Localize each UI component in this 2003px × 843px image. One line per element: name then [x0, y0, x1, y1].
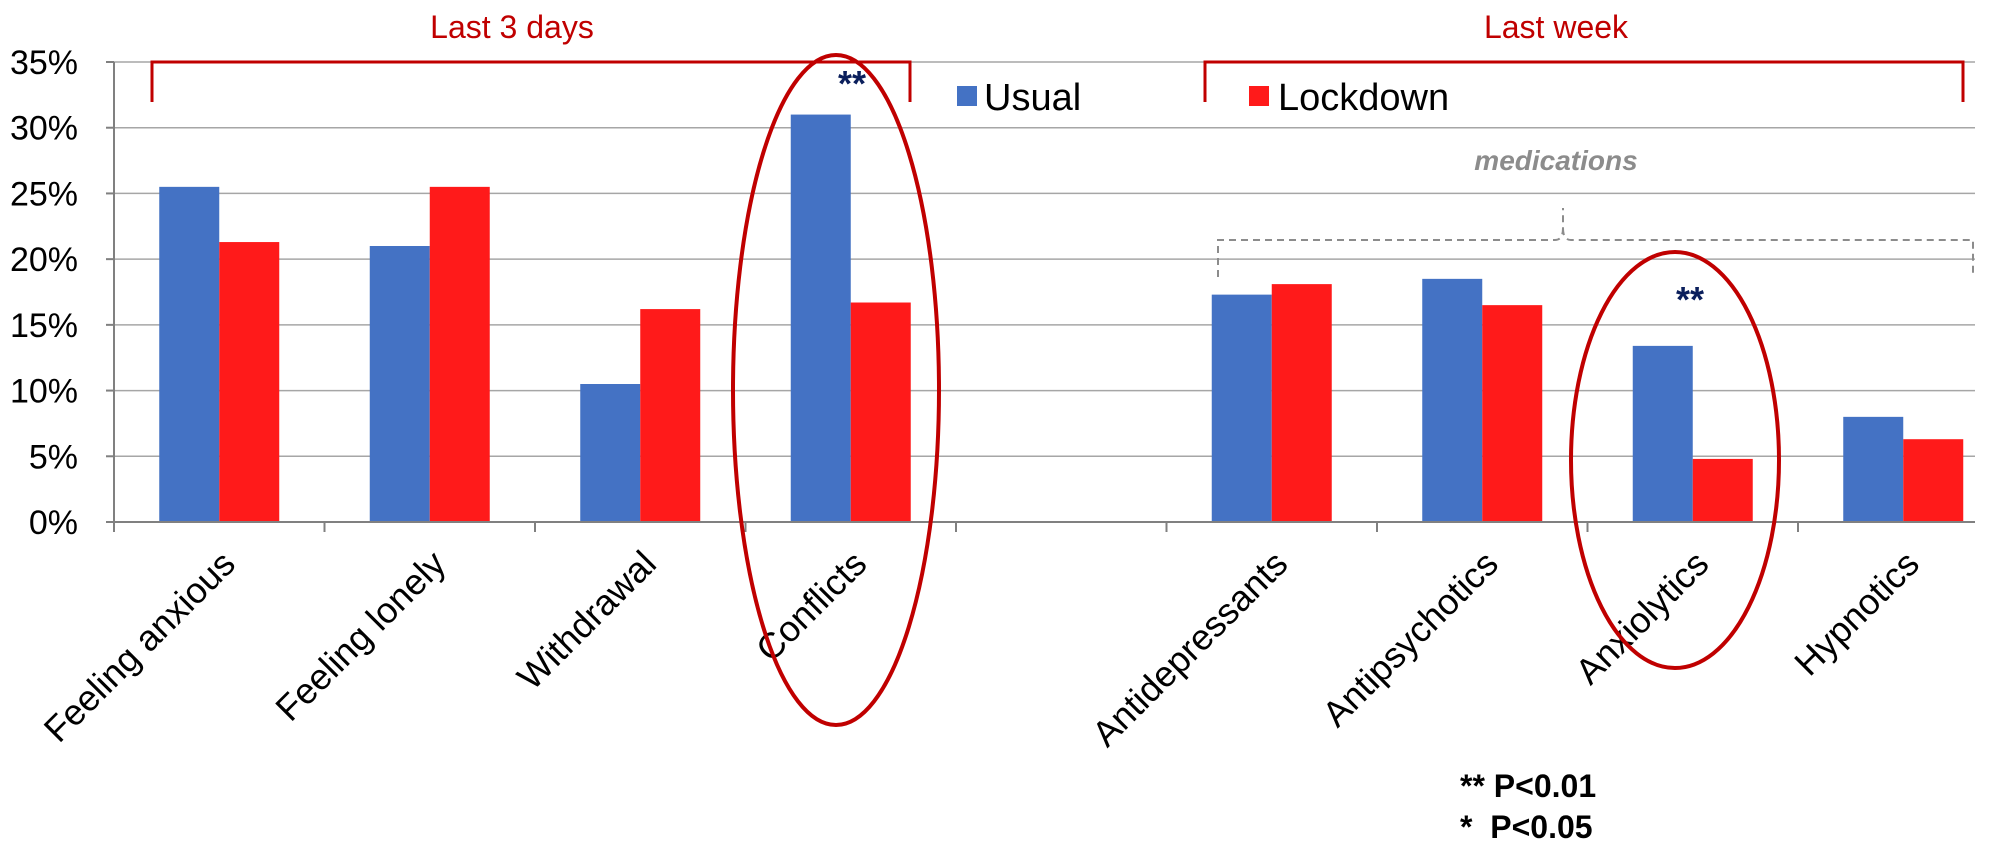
axes	[106, 61, 1975, 532]
bar-usual-conflicts	[790, 114, 851, 523]
last-week-bracket	[1203, 60, 1965, 102]
category-label: Antidepressants	[1084, 543, 1296, 755]
last-week-title: Last week	[1484, 9, 1629, 45]
y-tick-label: 20%	[10, 241, 78, 279]
y-tick-label: 35%	[10, 44, 78, 82]
y-tick-labels: 0% 5% 10% 15% 20% 25% 30% 35%	[10, 44, 78, 542]
bar-lockdown-feeling-lonely	[429, 186, 490, 522]
conflicts-significance-mark: **	[838, 63, 866, 104]
note-p005: * P<0.05	[1460, 809, 1593, 843]
y-tick-label: 5%	[29, 438, 78, 476]
y-tick-label: 0%	[29, 504, 78, 542]
conflicts-highlight-ellipse	[731, 53, 941, 727]
last-3-days-bracket	[150, 60, 912, 102]
category-label: Withdrawal	[509, 543, 664, 698]
y-tick-label: 25%	[10, 175, 78, 213]
bar-usual-hypnotics	[1843, 416, 1904, 522]
legend-label-lockdown: Lockdown	[1278, 77, 1449, 119]
category-label: Anxiolytics	[1567, 543, 1716, 692]
bar-lockdown-withdrawal	[640, 309, 701, 522]
bar-lockdown-feeling-anxious	[219, 242, 280, 523]
category-label: Hypnotics	[1786, 543, 1927, 684]
note-p001: ** P<0.01	[1460, 768, 1596, 804]
anxiolytics-highlight-ellipse	[1569, 250, 1781, 670]
category-label: Antipsychotics	[1314, 543, 1506, 735]
category-label: Feeling anxious	[36, 543, 243, 750]
category-labels: Feeling anxious Feeling lonely Withdrawal C…	[36, 543, 1927, 755]
legend-swatch-usual	[957, 86, 977, 106]
bars	[159, 114, 1964, 523]
last-3-days-title: Last 3 days	[430, 9, 594, 45]
bar-lockdown-hypnotics	[1903, 439, 1964, 522]
bar-usual-antidepressants	[1211, 294, 1272, 522]
bar-usual-withdrawal	[580, 384, 641, 522]
bar-usual-feeling-anxious	[159, 186, 220, 522]
bar-lockdown-antidepressants	[1271, 284, 1332, 522]
category-label: Feeling lonely	[267, 543, 453, 729]
y-tick-label: 30%	[10, 110, 78, 148]
legend: Usual Lockdown	[957, 77, 1449, 119]
legend-label-usual: Usual	[984, 77, 1081, 119]
y-tick-label: 15%	[10, 307, 78, 345]
medications-brace	[1217, 208, 1974, 277]
bar-usual-antipsychotics	[1422, 278, 1483, 522]
y-tick-label: 10%	[10, 373, 78, 411]
bar-lockdown-conflicts	[850, 302, 911, 522]
bar-usual-anxiolytics	[1632, 345, 1693, 522]
legend-swatch-lockdown	[1249, 86, 1269, 106]
bar-usual-feeling-lonely	[369, 246, 430, 522]
medications-label: medications	[1474, 145, 1637, 176]
anxiolytics-significance-mark: **	[1676, 279, 1704, 320]
bar-lockdown-anxiolytics	[1692, 458, 1753, 522]
bar-lockdown-antipsychotics	[1482, 305, 1543, 522]
category-label: Conflicts	[748, 543, 875, 670]
